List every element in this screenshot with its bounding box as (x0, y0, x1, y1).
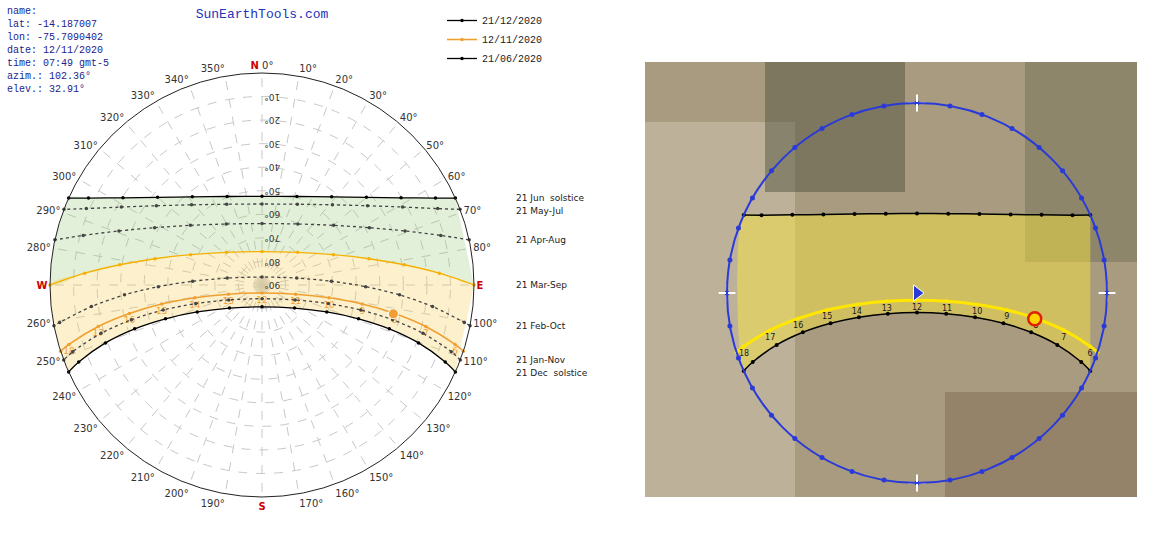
svg-text:E: E (477, 280, 484, 291)
svg-text:SunEarthTools.com: SunEarthTools.com (196, 7, 329, 22)
svg-text:21/12/2020: 21/12/2020 (482, 16, 542, 27)
svg-text:18: 18 (739, 349, 749, 358)
svg-text:60°: 60° (264, 209, 280, 219)
svg-text:17: 17 (92, 328, 103, 338)
svg-text:15: 15 (822, 312, 832, 321)
svg-text:340°: 340° (165, 74, 189, 85)
svg-text:20°: 20° (335, 74, 353, 85)
svg-text:130°: 130° (426, 423, 450, 434)
svg-text:14: 14 (189, 300, 201, 310)
svg-text:18: 18 (63, 346, 75, 356)
svg-text:90°: 90° (264, 280, 280, 290)
svg-text:21 May-Jul: 21 May-Jul (516, 206, 563, 216)
svg-text:6: 6 (1087, 349, 1092, 358)
svg-text:140°: 140° (400, 450, 424, 461)
svg-text:170°: 170° (299, 498, 323, 509)
svg-text:110°: 110° (464, 356, 488, 367)
svg-text:70°: 70° (264, 233, 280, 243)
svg-text:16: 16 (793, 321, 803, 330)
svg-text:11: 11 (942, 304, 952, 313)
svg-text:280°: 280° (27, 242, 51, 253)
svg-text:12: 12 (256, 295, 267, 305)
svg-text:80°: 80° (473, 242, 491, 253)
svg-text:30°: 30° (369, 90, 387, 101)
svg-text:290°: 290° (36, 205, 60, 216)
svg-text:160°: 160° (335, 488, 359, 499)
svg-text:100°: 100° (473, 318, 497, 329)
svg-text:N 0°: N 0° (251, 60, 274, 71)
svg-text:14: 14 (852, 307, 862, 316)
svg-text:21 Jan-Nov: 21 Jan-Nov (516, 355, 566, 365)
svg-text:210°: 210° (131, 472, 155, 483)
svg-text:10°: 10° (264, 92, 280, 102)
svg-text:21 Dec solstice: 21 Dec solstice (516, 368, 588, 378)
svg-text:13: 13 (223, 296, 234, 306)
svg-text:S: S (258, 501, 265, 512)
svg-text:10°: 10° (299, 63, 317, 74)
svg-text:10: 10 (323, 300, 335, 310)
svg-text:250°: 250° (36, 356, 60, 367)
svg-text:9: 9 (1004, 312, 1009, 321)
svg-text:8: 8 (1033, 321, 1038, 330)
svg-text:190°: 190° (201, 498, 225, 509)
svg-text:17: 17 (765, 333, 775, 342)
svg-text:21 Mar-Sep: 21 Mar-Sep (516, 280, 567, 290)
svg-text:40°: 40° (264, 162, 280, 172)
svg-text:10: 10 (972, 307, 982, 316)
svg-text:320°: 320° (100, 112, 124, 123)
svg-text:21 Apr-Aug: 21 Apr-Aug (516, 235, 566, 245)
svg-text:120°: 120° (448, 391, 472, 402)
svg-text:20°: 20° (264, 115, 280, 125)
svg-text:13: 13 (882, 304, 892, 313)
svg-text:9: 9 (359, 306, 365, 316)
svg-text:21 Feb-Oct: 21 Feb-Oct (516, 321, 566, 331)
svg-text:name:lat: -14.187007lon: -75.7: name:lat: -14.187007lon: -75.7090402date… (7, 6, 109, 95)
svg-text:7: 7 (423, 328, 429, 338)
svg-text:12/11/2020: 12/11/2020 (482, 35, 542, 46)
svg-text:8: 8 (392, 315, 398, 325)
svg-text:50°: 50° (264, 186, 280, 196)
svg-text:260°: 260° (27, 318, 51, 329)
svg-text:7: 7 (1061, 333, 1066, 342)
svg-text:50°: 50° (426, 140, 444, 151)
svg-text:W: W (36, 280, 47, 291)
svg-text:11: 11 (290, 296, 301, 306)
svg-text:80°: 80° (264, 257, 280, 267)
svg-text:21 Jun solstice: 21 Jun solstice (516, 193, 584, 203)
svg-text:30°: 30° (264, 139, 280, 149)
svg-text:240°: 240° (52, 391, 76, 402)
svg-text:70°: 70° (464, 205, 482, 216)
svg-text:21/06/2020: 21/06/2020 (482, 54, 542, 65)
svg-text:230°: 230° (74, 423, 98, 434)
svg-text:6: 6 (452, 346, 458, 356)
svg-text:200°: 200° (165, 488, 189, 499)
svg-text:16: 16 (124, 315, 136, 325)
svg-text:150°: 150° (369, 472, 393, 483)
svg-text:310°: 310° (74, 140, 98, 151)
svg-text:350°: 350° (201, 63, 225, 74)
svg-text:40°: 40° (400, 112, 418, 123)
svg-text:330°: 330° (131, 90, 155, 101)
svg-text:15: 15 (156, 306, 167, 316)
svg-text:60°: 60° (448, 171, 466, 182)
svg-text:220°: 220° (100, 450, 124, 461)
svg-text:300°: 300° (52, 171, 76, 182)
svg-text:12: 12 (912, 303, 922, 312)
